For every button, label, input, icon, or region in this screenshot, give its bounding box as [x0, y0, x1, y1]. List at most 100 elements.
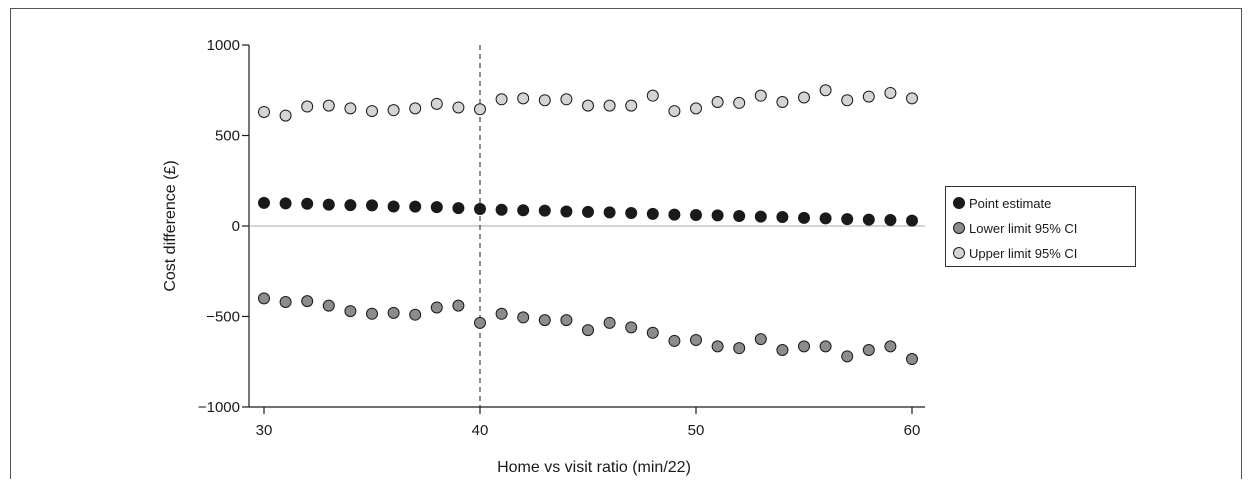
point-estimate-point — [322, 198, 335, 211]
point-estimate-point — [430, 201, 443, 214]
lower-limit-point — [560, 314, 573, 327]
upper-limit-point — [906, 92, 918, 105]
lower-limit-point — [495, 307, 508, 320]
upper-limit-point — [754, 89, 767, 102]
y-tick-label: −500 — [206, 309, 240, 326]
legend-box — [945, 186, 1136, 267]
upper-limit-point — [690, 102, 702, 115]
lower-limit-point — [344, 305, 357, 318]
series-upper-limit — [258, 84, 918, 122]
series-lower-limit — [258, 292, 918, 366]
lower-limit-point — [387, 306, 400, 319]
lower-limit-point — [430, 301, 443, 314]
upper-limit-point — [322, 99, 335, 112]
series-point-estimate — [258, 196, 918, 227]
upper-limit-point — [538, 94, 551, 107]
x-axis-ticks: 30 40 50 60 — [256, 407, 921, 439]
point-estimate-point — [646, 207, 659, 220]
legend-marker-upper-limit — [953, 247, 965, 259]
upper-limit-point — [776, 96, 789, 109]
point-estimate-point — [819, 212, 832, 225]
x-tick-label: 50 — [688, 422, 705, 439]
panel-border — [10, 8, 1242, 479]
legend-label-point-estimate: Point estimate — [969, 196, 1051, 211]
lower-limit-point — [711, 340, 724, 353]
upper-limit-point — [862, 90, 875, 103]
point-estimate-point — [754, 210, 767, 223]
lower-limit-point — [884, 340, 897, 353]
x-axis-title: Home vs visit ratio (min/22) — [497, 459, 691, 476]
upper-limit-point — [798, 91, 810, 104]
y-tick-label: 500 — [215, 128, 240, 145]
upper-limit-point — [344, 102, 357, 115]
upper-limit-point — [625, 99, 638, 112]
x-tick-label: 60 — [904, 422, 921, 439]
upper-limit-point — [646, 89, 659, 102]
lower-limit-point — [279, 296, 292, 309]
lower-limit-point — [906, 353, 918, 366]
lower-limit-point — [819, 340, 832, 353]
lower-limit-point — [517, 311, 530, 324]
point-estimate-point — [495, 203, 508, 216]
point-estimate-point — [538, 204, 551, 217]
upper-limit-point — [560, 93, 573, 106]
upper-limit-point — [495, 93, 508, 106]
lower-limit-point — [625, 321, 638, 334]
point-estimate-point — [366, 199, 378, 212]
upper-limit-point — [258, 105, 270, 118]
lower-limit-point — [862, 343, 875, 356]
lower-limit-point — [366, 307, 378, 320]
point-estimate-point — [582, 205, 594, 218]
lower-limit-point — [301, 295, 314, 308]
lower-limit-point — [582, 324, 594, 337]
lower-limit-point — [322, 299, 335, 312]
legend-marker-lower-limit — [953, 222, 965, 234]
upper-limit-point — [474, 103, 486, 116]
point-estimate-point — [625, 206, 638, 219]
y-axis-title: Cost difference (£) — [162, 160, 179, 291]
legend: Point estimate Lower limit 95% CI Upper … — [945, 186, 1136, 267]
point-estimate-point — [862, 213, 875, 226]
lower-limit-point — [841, 350, 854, 363]
point-estimate-point — [258, 196, 270, 209]
upper-limit-point — [582, 99, 594, 112]
point-estimate-point — [841, 213, 854, 226]
upper-limit-point — [279, 109, 292, 122]
lower-limit-point — [452, 299, 465, 312]
point-estimate-point — [906, 214, 918, 227]
lower-limit-point — [776, 343, 789, 356]
upper-limit-point — [733, 96, 746, 109]
lower-limit-point — [668, 334, 681, 347]
upper-limit-point — [841, 94, 854, 107]
point-estimate-point — [776, 210, 789, 223]
point-estimate-point — [301, 197, 314, 210]
point-estimate-point — [711, 209, 724, 222]
point-estimate-point — [387, 200, 400, 213]
upper-limit-point — [884, 86, 897, 99]
upper-limit-point — [517, 92, 530, 105]
x-tick-label: 40 — [472, 422, 489, 439]
y-tick-label: 0 — [232, 218, 240, 235]
point-estimate-point — [798, 211, 810, 224]
lower-limit-point — [646, 326, 659, 339]
point-estimate-point — [733, 210, 746, 223]
legend-label-upper-limit: Upper limit 95% CI — [969, 246, 1077, 261]
upper-limit-point — [409, 102, 422, 115]
upper-limit-point — [711, 96, 724, 109]
point-estimate-point — [668, 208, 681, 221]
upper-limit-point — [430, 97, 443, 110]
upper-limit-point — [366, 105, 378, 118]
data-points — [258, 84, 918, 366]
point-estimate-point — [560, 205, 573, 218]
lower-limit-point — [474, 316, 486, 329]
point-estimate-point — [409, 200, 422, 213]
upper-limit-point — [301, 100, 314, 113]
lower-limit-point — [733, 342, 746, 355]
lower-limit-point — [409, 308, 422, 321]
legend-marker-point-estimate — [953, 197, 965, 209]
y-tick-label: 1000 — [207, 37, 240, 54]
upper-limit-point — [668, 105, 681, 118]
point-estimate-point — [884, 214, 897, 227]
